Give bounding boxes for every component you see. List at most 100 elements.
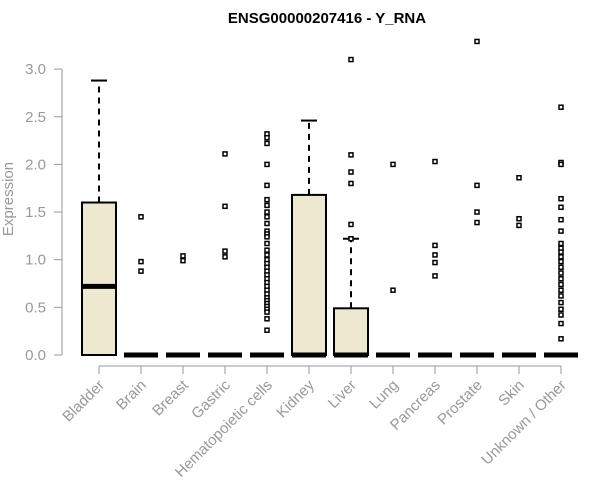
y-tick-label: 1.5 (25, 204, 46, 221)
outlier-point (138, 268, 144, 274)
outlier-point (558, 228, 564, 234)
box-group (502, 174, 536, 358)
outlier-point (432, 252, 438, 258)
outlier-point (474, 209, 480, 215)
outlier-point (390, 287, 396, 293)
box-group (376, 161, 410, 358)
outlier-point (558, 254, 564, 260)
outlier-point (138, 258, 144, 265)
outlier-point (516, 215, 522, 222)
outlier-point (180, 257, 186, 264)
outlier-point (558, 281, 564, 288)
outlier-point (222, 151, 228, 157)
y-axis: 0.0 0.5 1.0 1.5 2.0 2.5 3.0 (25, 61, 63, 364)
outlier-point (558, 336, 564, 342)
outlier-point (558, 287, 564, 293)
outlier-point (558, 204, 564, 211)
x-tick-label: Liver (325, 377, 360, 412)
outlier-point (390, 161, 396, 168)
box (333, 307, 369, 357)
outlier-point (432, 242, 438, 249)
outlier-point (264, 252, 270, 258)
x-tick-label: Kidney (273, 376, 318, 421)
outlier-point (348, 180, 354, 187)
outlier-point (558, 195, 564, 202)
outlier-point (264, 220, 270, 227)
outlier-point (264, 234, 270, 240)
outlier-point (558, 270, 564, 276)
outlier-point (348, 235, 354, 242)
outlier-point (516, 222, 522, 229)
outlier-point (264, 316, 270, 322)
outlier-point (474, 219, 480, 226)
outlier-point (264, 196, 270, 203)
outlier-point (558, 240, 564, 247)
x-tick-label: Breast (149, 376, 192, 419)
y-axis-label: Expression (0, 162, 17, 236)
outlier-point (264, 214, 270, 220)
outlier-point (264, 209, 270, 215)
outlier-point (264, 161, 270, 168)
outlier-point (348, 221, 354, 228)
box (291, 193, 327, 356)
outlier-point (558, 293, 564, 299)
outlier-point (348, 169, 354, 175)
outlier-point (558, 312, 564, 318)
plot-area (81, 38, 578, 358)
outlier-point (558, 264, 564, 271)
outlier-point (348, 56, 354, 63)
outlier-point (264, 134, 270, 141)
box-group (250, 131, 284, 358)
outlier-point (432, 259, 438, 266)
box-group (291, 119, 327, 358)
outlier-point (558, 299, 564, 306)
x-tick-label: Prostate (434, 377, 486, 429)
outlier-point (222, 248, 228, 254)
outlier-point (558, 216, 564, 223)
y-tick-label: 0.5 (25, 299, 46, 316)
x-tick-label: Bladder (59, 377, 108, 426)
outlier-point (264, 247, 270, 253)
outlier-point (264, 327, 270, 333)
outlier-point (264, 202, 270, 209)
x-tick-label: Skin (495, 377, 528, 410)
chart-title: ENSG00000207416 - Y_RNA (228, 10, 426, 27)
y-tick-label: 0.0 (25, 347, 46, 364)
outlier-point (558, 161, 564, 168)
outlier-point (474, 38, 480, 45)
box-group (544, 104, 578, 358)
outlier-point (558, 104, 564, 110)
outlier-point (138, 214, 144, 220)
x-tick-label: Brain (113, 377, 150, 414)
outlier-point (180, 253, 186, 259)
outlier-point (474, 182, 480, 189)
outlier-point (264, 140, 270, 147)
outlier-point (222, 203, 228, 210)
box-group (208, 151, 242, 358)
y-tick-label: 1.0 (25, 252, 46, 269)
outlier-point (516, 174, 522, 181)
outlier-point (558, 258, 564, 265)
outlier-point (558, 306, 564, 313)
outlier-point (222, 254, 228, 260)
outlier-point (432, 158, 438, 165)
box-group (460, 38, 494, 358)
outlier-point (558, 276, 564, 282)
y-tick-label: 3.0 (25, 61, 46, 78)
outlier-point (348, 152, 354, 158)
y-tick-label: 2.0 (25, 156, 46, 173)
outlier-point (264, 309, 270, 315)
outlier-point (558, 249, 564, 255)
box-group (166, 253, 200, 358)
box-group (81, 79, 117, 356)
outlier-point (432, 273, 438, 279)
outlier-point (264, 240, 270, 247)
box (81, 201, 117, 356)
box-group (418, 158, 452, 358)
outlier-point (264, 182, 270, 189)
y-tick-label: 2.5 (25, 109, 46, 126)
x-tick-label: Lung (366, 377, 402, 413)
box-group (124, 214, 158, 358)
